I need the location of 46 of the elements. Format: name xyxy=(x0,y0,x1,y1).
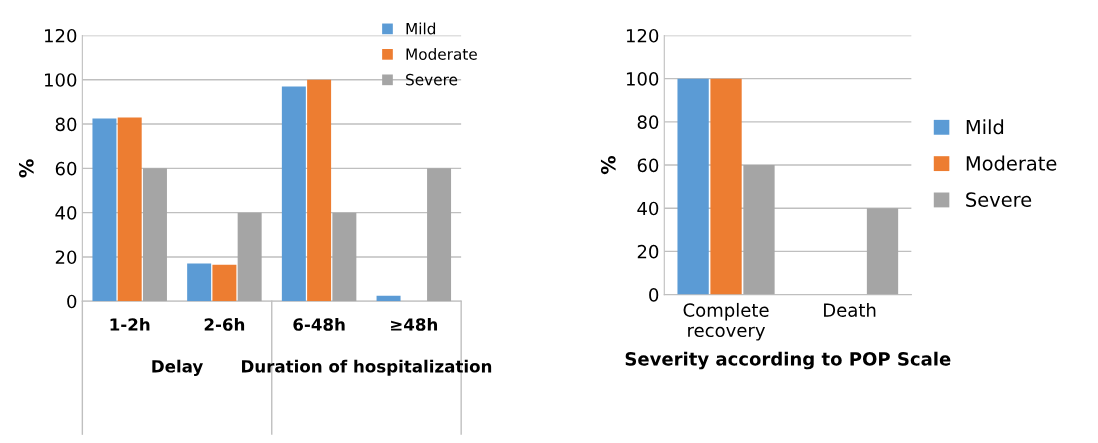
y-tick-label: 100 xyxy=(626,72,659,86)
legend-label: Severe xyxy=(406,73,458,86)
legend-label: Moderate xyxy=(406,48,477,60)
text: Delay xyxy=(152,359,203,376)
bar xyxy=(332,212,357,302)
y-tick-label: 0 xyxy=(649,288,659,302)
bar xyxy=(281,86,306,302)
bar xyxy=(92,118,117,302)
legend-label: Mild xyxy=(406,22,436,35)
x-tick-label: 2-6h xyxy=(204,317,245,331)
x-axis-title: Severity according to POP Scale xyxy=(625,351,951,370)
x-tick-label: ≥48h xyxy=(391,317,438,331)
y-axis-title: % xyxy=(18,159,34,178)
bar xyxy=(212,264,237,302)
y-tick-label: 120 xyxy=(45,28,77,43)
legend-label: Moderate xyxy=(966,155,1057,171)
bar xyxy=(710,78,742,295)
y-axis-title: % xyxy=(600,155,616,175)
bar xyxy=(187,263,212,302)
bar xyxy=(866,208,899,295)
bar xyxy=(427,168,452,302)
y-tick-label: 100 xyxy=(45,73,77,87)
bar xyxy=(376,295,401,302)
y-tick-label: 20 xyxy=(55,250,77,265)
text: Duration of hospitalization xyxy=(242,359,492,376)
bar xyxy=(117,117,142,302)
x-tick-label: Complete recovery xyxy=(683,302,769,341)
x-tick-label: Death xyxy=(824,302,876,317)
y-tick-label: 20 xyxy=(637,244,659,259)
legend-label: Mild xyxy=(966,119,1004,135)
bar xyxy=(142,168,167,302)
x-tick-label: 6-48h xyxy=(293,317,345,331)
bar xyxy=(743,165,775,295)
y-tick-label: 80 xyxy=(55,117,77,132)
y-tick-label: 120 xyxy=(626,28,659,43)
y-tick-label: 60 xyxy=(637,158,659,173)
bar xyxy=(237,212,262,302)
x-tick-label: 1-2h xyxy=(110,317,150,331)
bar xyxy=(307,79,332,302)
y-tick-label: 40 xyxy=(637,201,659,216)
y-tick-label: 60 xyxy=(55,161,77,176)
y-tick-label: 80 xyxy=(637,115,659,129)
y-tick-label: 0 xyxy=(67,294,77,309)
bar xyxy=(677,78,709,295)
legend-label: Severe xyxy=(966,192,1032,207)
y-tick-label: 40 xyxy=(55,206,77,220)
